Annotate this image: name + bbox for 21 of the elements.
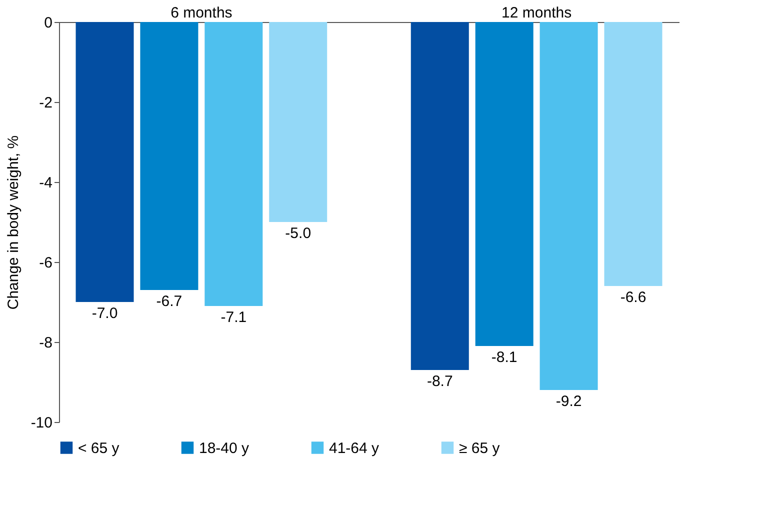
data-label: -8.1	[491, 349, 518, 366]
data-label: -7.1	[220, 309, 247, 326]
data-label: -6.7	[156, 293, 182, 310]
data-label: -7.0	[92, 305, 118, 322]
legend-label: 18-40 y	[199, 440, 250, 457]
y-axis-title: Change in body weight, %	[4, 135, 22, 310]
y-tick-label: -4	[39, 174, 52, 192]
y-tick-label: -10	[30, 414, 52, 432]
data-label: -8.7	[426, 373, 453, 390]
data-label: -9.2	[556, 393, 582, 410]
data-label: -6.6	[620, 289, 646, 306]
y-tick-label: 0	[44, 14, 52, 32]
x-tick-label: 6 months	[170, 4, 232, 22]
legend-label: ≥ 65 y	[459, 440, 500, 457]
y-tick-label: -8	[39, 334, 52, 352]
data-label: -5.0	[285, 225, 312, 242]
legend-label: < 65 y	[78, 440, 120, 457]
legend-label: 41-64 y	[329, 440, 380, 457]
x-tick-label: 12 months	[502, 4, 572, 22]
y-tick-label: -6	[39, 254, 52, 272]
y-tick-label: -2	[39, 94, 52, 112]
